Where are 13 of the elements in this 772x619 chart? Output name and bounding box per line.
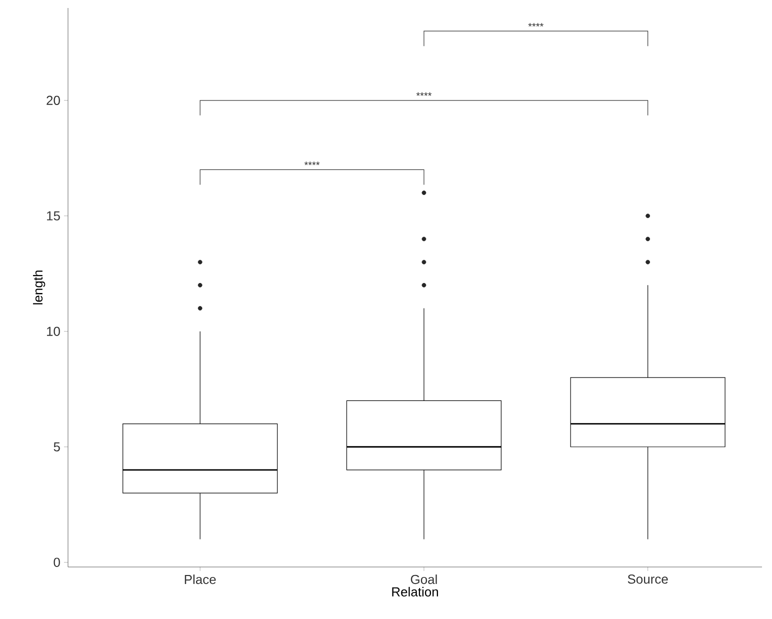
- x-tick-label: Place: [184, 574, 216, 584]
- annotation: ****: [304, 162, 320, 166]
- x-tick-label: Goal: [410, 574, 437, 584]
- annotation: ****: [528, 23, 544, 27]
- y-tick-label: 20: [46, 96, 60, 105]
- y-tick-label: 5: [54, 442, 60, 452]
- y-tick-label: 0: [54, 558, 60, 567]
- x-axis-title: Relation: [392, 586, 438, 596]
- y-tick-label: 10: [47, 326, 60, 336]
- y-tick-label: 15: [47, 211, 60, 220]
- annotation: ****: [416, 92, 432, 96]
- y-axis-title: length: [33, 270, 46, 304]
- x-tick-label: Source: [628, 574, 668, 584]
